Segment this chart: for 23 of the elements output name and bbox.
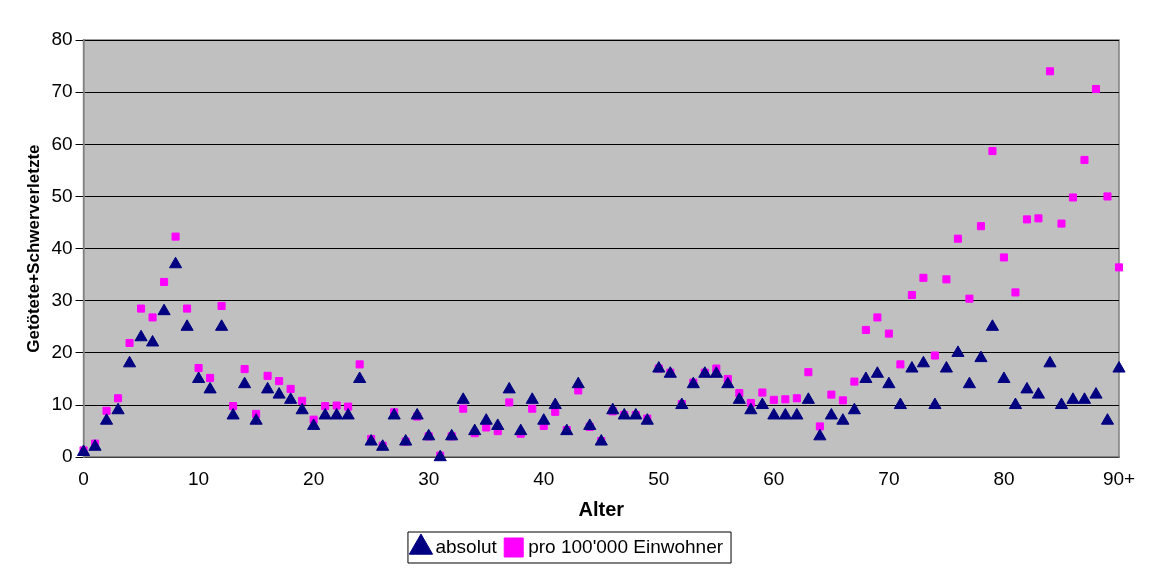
x-tick-label: 80 (993, 467, 1015, 489)
y-tick-label: 10 (51, 393, 73, 415)
y-tick-label: 80 (51, 28, 73, 50)
y-tick-label: 60 (51, 132, 73, 154)
x-tick-label: 30 (418, 467, 440, 489)
x-axis-title: Alter (578, 497, 625, 520)
legend-label: absolut (435, 535, 498, 557)
y-tick-label: 0 (61, 445, 73, 467)
y-tick-label: 40 (51, 236, 73, 258)
y-axis-title: Getötete+Schwerverletzte (23, 144, 43, 353)
y-tick-label: 70 (51, 80, 73, 102)
legend-label: pro 100'000 Einwohner (528, 535, 724, 557)
x-tick-label: 60 (763, 467, 785, 489)
x-tick-label: 40 (533, 467, 555, 489)
y-tick-label: 30 (51, 288, 73, 310)
x-tick-label: 50 (648, 467, 670, 489)
x-tick-label: 20 (303, 467, 325, 489)
x-tick-label: 10 (188, 467, 210, 489)
x-tick-label: 0 (78, 467, 89, 489)
y-tick-label: 20 (51, 341, 73, 363)
y-tick-label: 50 (51, 184, 73, 206)
x-tick-label: 70 (878, 467, 900, 489)
x-tick-label: 90+ (1102, 467, 1136, 489)
